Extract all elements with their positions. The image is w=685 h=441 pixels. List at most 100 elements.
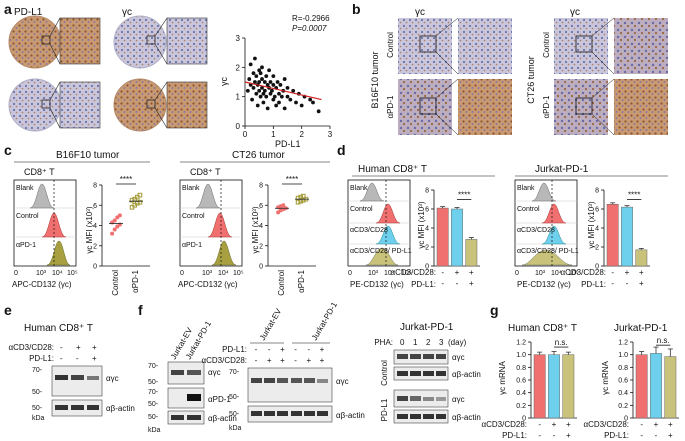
f-cond2-value: + [306, 356, 311, 365]
panel-d-group-human: Human CD8⁺ T [358, 164, 427, 175]
scatter-a-point [248, 62, 253, 67]
scatter-a-xtick-label: 0 [243, 130, 248, 139]
panel-c-group-b16: B16F10 tumor [56, 150, 120, 161]
dot-point-control [112, 227, 117, 232]
bar-cond2-value: + [566, 431, 571, 440]
scatter-a-point [257, 68, 262, 73]
bar-ytick-label: 0.6 [618, 378, 628, 385]
dot-category-label: Control [277, 270, 286, 296]
scatter-a-ylabel: γc [219, 77, 229, 87]
bar-ytick-label: 6 [595, 207, 599, 214]
dot-point-apd1 [129, 197, 135, 203]
panel-b-row-apd1-right: αPD-1 [542, 95, 551, 118]
dot-point-apd1 [137, 192, 143, 198]
bar-cond2-value: - [456, 279, 459, 288]
panel-c-dotplot-b16: 0 2 4 6 8 Control αPD-1 **** [93, 175, 150, 296]
svg-text:αβ-actin: αβ-actin [452, 370, 481, 379]
zoom-gc-low [166, 17, 208, 65]
scatter-a-point [268, 91, 273, 96]
dot-point-apd1 [295, 195, 301, 201]
svg-text:10⁵: 10⁵ [233, 270, 244, 277]
panel-c-cell-left: CD8⁺ T [24, 167, 55, 177]
bar-cond2-value: - [538, 431, 541, 440]
scatter-a-point [260, 85, 264, 90]
scatter-a-point [258, 71, 263, 76]
tma-core-gc-high [113, 78, 167, 132]
scatter-a-point [260, 77, 264, 81]
panel-e-blot: - + + - - + αγc αβ-actin 70- 50- 50- kDa [32, 343, 135, 422]
panel-e-cond1: αCD3/CD28: [8, 343, 54, 352]
dot-ytick-label: 8 [93, 183, 97, 190]
bar-ytick-label: 0 [595, 264, 599, 271]
svg-text:10⁴: 10⁴ [52, 270, 63, 277]
scatter-a-ytick-label: 3 [236, 34, 241, 43]
bar-ytick-label: 0 [522, 416, 526, 423]
bar-1 [650, 353, 662, 419]
panel-d-cond2-left: PD-L1: [411, 280, 436, 289]
bar-sig-label: n.s. [555, 338, 568, 347]
bar-0 [606, 204, 619, 267]
scatter-a-point [268, 80, 273, 84]
bar-ytick-label: 2 [425, 245, 429, 252]
panel-f-blot3: Jurkat-PD-1 PHA: 0 1 2 3 (day) Control P… [374, 322, 481, 424]
dot-ytick-label: 0 [93, 264, 97, 271]
scatter-a-point [311, 100, 315, 105]
tma-core-gc-low [113, 15, 167, 69]
svg-text:kDa: kDa [148, 427, 161, 434]
svg-text:0: 0 [515, 270, 519, 277]
bar-ytick-label: 0 [624, 416, 628, 423]
bar-2 [664, 356, 677, 419]
svg-text:αCD3/CD28: αCD3/CD28 [517, 227, 555, 234]
bar-ytick-label: 0.4 [516, 390, 526, 397]
bar-ytick-label: 0.6 [516, 378, 526, 385]
panel-g-cond1-right: αCD3/CD28: [583, 420, 629, 429]
svg-text:50-: 50- [229, 394, 240, 401]
bar-ytick-label: 8 [595, 188, 599, 195]
panel-d-ylabel-left: γc MFI (x10³) [417, 201, 426, 248]
scatter-a-point [282, 77, 287, 81]
tma-core-pdl1-high [8, 15, 62, 69]
scatter-a-point [254, 91, 259, 96]
panel-g-letter: g [490, 302, 499, 318]
dot-point-control [112, 218, 117, 223]
svg-text:Control: Control [182, 213, 205, 220]
bar-cond1-value: + [654, 420, 659, 429]
scatter-a-point [253, 80, 257, 84]
scatter-a-xtick-label: 3 [328, 130, 333, 139]
svg-text:+: + [92, 343, 97, 352]
scatter-a-fit-line [244, 81, 322, 101]
svg-text:10⁴: 10⁴ [218, 270, 229, 277]
svg-text:50-: 50- [148, 379, 159, 386]
svg-text:Blank: Blank [350, 185, 368, 192]
svg-text:10³: 10³ [202, 270, 213, 277]
bar-sig-label: **** [458, 191, 470, 200]
dot-sig-label: **** [120, 175, 132, 184]
bar-ytick-label: 0.2 [516, 403, 526, 410]
svg-text:αPD-1: αPD-1 [208, 395, 231, 404]
f-cond1-value: - [255, 345, 258, 354]
panel-d-ylabel-right: γc MFI (x10³) [587, 201, 596, 248]
scatter-a-point [251, 85, 256, 90]
svg-text:αCD3/CD28:: αCD3/CD28: [201, 356, 247, 365]
f-cond1-value: + [320, 345, 325, 354]
svg-text:10³: 10³ [368, 270, 379, 277]
bar-1 [621, 206, 633, 267]
bar-cond2-value: - [553, 431, 556, 440]
panel-b-images [398, 17, 668, 136]
bar-cond1-value: + [668, 420, 673, 429]
svg-text:10⁴: 10⁴ [551, 270, 562, 277]
zoom-gc-high [166, 81, 208, 129]
panel-g-bar-human: 0 0.2 0.4 0.6 0.8 1.0 1.2 - - + - + + n.s. [516, 338, 577, 440]
scatter-a-xlabel: PD-L1 [275, 139, 301, 149]
svg-text:Blank: Blank [182, 185, 200, 192]
svg-text:0: 0 [14, 270, 18, 277]
bar-ytick-label: 0.8 [618, 365, 628, 372]
svg-text:αPD-1: αPD-1 [182, 242, 202, 249]
dot-ytick-label: 6 [259, 203, 263, 210]
scatter-a-point [257, 88, 262, 93]
panel-b-col-title-left: γc [415, 7, 425, 18]
scatter-a-point [250, 97, 254, 102]
f-cond2-value: + [280, 356, 285, 365]
f-cond1-value: + [280, 345, 285, 354]
bar-ytick-label: 0.8 [516, 365, 526, 372]
